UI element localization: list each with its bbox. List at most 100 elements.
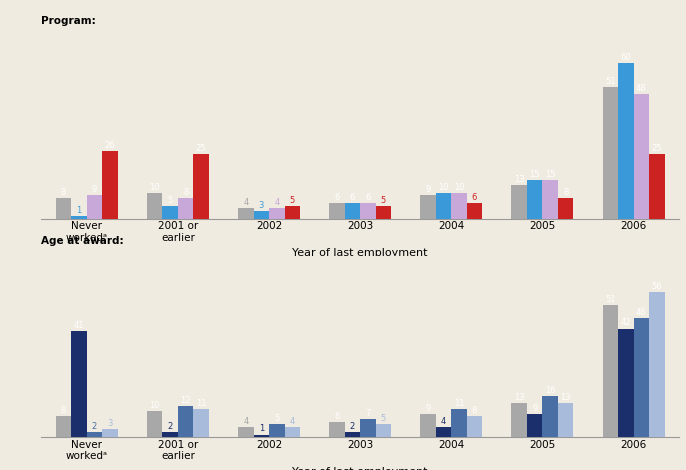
Bar [512,185,527,219]
Text: 6: 6 [350,193,355,202]
Bar [163,432,178,437]
Text: 5: 5 [274,414,279,423]
Text: 13: 13 [514,175,525,184]
Text: 42: 42 [621,319,631,328]
Bar [86,195,102,219]
Text: 41: 41 [73,321,84,330]
Bar [56,416,71,437]
Text: 5: 5 [167,196,173,204]
Text: 4: 4 [243,417,248,426]
Text: 5: 5 [381,196,386,204]
Text: 8: 8 [61,407,66,415]
Text: 9: 9 [425,185,431,194]
Text: 4: 4 [289,417,295,426]
Bar [527,180,543,219]
Text: Program:: Program: [41,16,96,26]
Text: 10: 10 [150,401,160,410]
Text: 4: 4 [274,198,279,207]
Bar [254,211,269,219]
Text: 5: 5 [289,196,295,204]
Text: 1: 1 [76,206,82,215]
Text: 51: 51 [605,77,615,86]
Text: 7: 7 [365,409,370,418]
Bar [634,94,649,219]
Text: 25: 25 [652,144,662,153]
Text: 3: 3 [107,419,113,428]
Bar [618,63,634,219]
Bar [451,193,466,219]
Bar [329,203,344,219]
Text: 48: 48 [636,85,647,94]
Bar [436,193,451,219]
Bar [512,403,527,437]
Text: 15: 15 [545,170,556,179]
Bar [238,208,254,219]
Bar [602,306,618,437]
Bar [178,406,193,437]
Text: 2: 2 [350,422,355,431]
Text: 3: 3 [259,201,264,210]
Text: 4: 4 [441,417,446,426]
Text: 2: 2 [92,422,97,431]
Text: 13: 13 [514,393,525,402]
Text: 8: 8 [563,188,569,197]
Bar [360,203,376,219]
Bar [436,427,451,437]
X-axis label: Year of last employment: Year of last employment [292,249,428,259]
Bar [71,216,86,219]
Text: 15: 15 [530,170,540,179]
Bar [558,198,573,219]
Bar [602,86,618,219]
Bar [193,408,209,437]
Text: 13: 13 [560,393,571,402]
Bar [376,206,391,219]
Bar [102,151,118,219]
Bar [634,318,649,437]
Text: 51: 51 [605,295,615,304]
Text: 4: 4 [243,198,248,207]
Bar [102,430,118,437]
Bar [466,203,482,219]
Bar [254,434,269,437]
Bar [178,198,193,219]
Bar [421,414,436,437]
Text: 9: 9 [92,185,97,194]
Text: 6: 6 [365,193,370,202]
Text: 8: 8 [61,188,66,197]
Text: 6: 6 [472,193,477,202]
Text: 10: 10 [150,183,160,192]
Text: 11: 11 [196,399,206,407]
Bar [451,408,466,437]
Text: 12: 12 [180,396,191,405]
Text: 6: 6 [334,412,340,421]
Text: Age at award:: Age at award: [41,236,123,246]
Text: 46: 46 [636,308,647,317]
Bar [238,427,254,437]
Text: 5: 5 [381,414,386,423]
Text: 26: 26 [105,141,115,150]
Text: 10: 10 [453,183,464,192]
Text: 9: 9 [425,404,431,413]
Text: 10: 10 [438,183,449,192]
Bar [86,432,102,437]
Bar [543,180,558,219]
Text: 25: 25 [196,144,206,153]
Text: 8: 8 [472,407,477,415]
Text: 60: 60 [621,54,631,63]
Bar [285,427,300,437]
Bar [344,203,360,219]
Bar [344,432,360,437]
Bar [329,422,344,437]
Bar [649,292,665,437]
Bar [649,154,665,219]
Text: 2: 2 [167,422,173,431]
Text: 16: 16 [545,386,556,395]
Bar [163,206,178,219]
Bar [269,424,285,437]
Bar [147,193,163,219]
Text: 1: 1 [259,424,264,433]
Bar [421,195,436,219]
Bar [558,403,573,437]
X-axis label: Year of last employment: Year of last employment [292,467,428,470]
Bar [527,414,543,437]
